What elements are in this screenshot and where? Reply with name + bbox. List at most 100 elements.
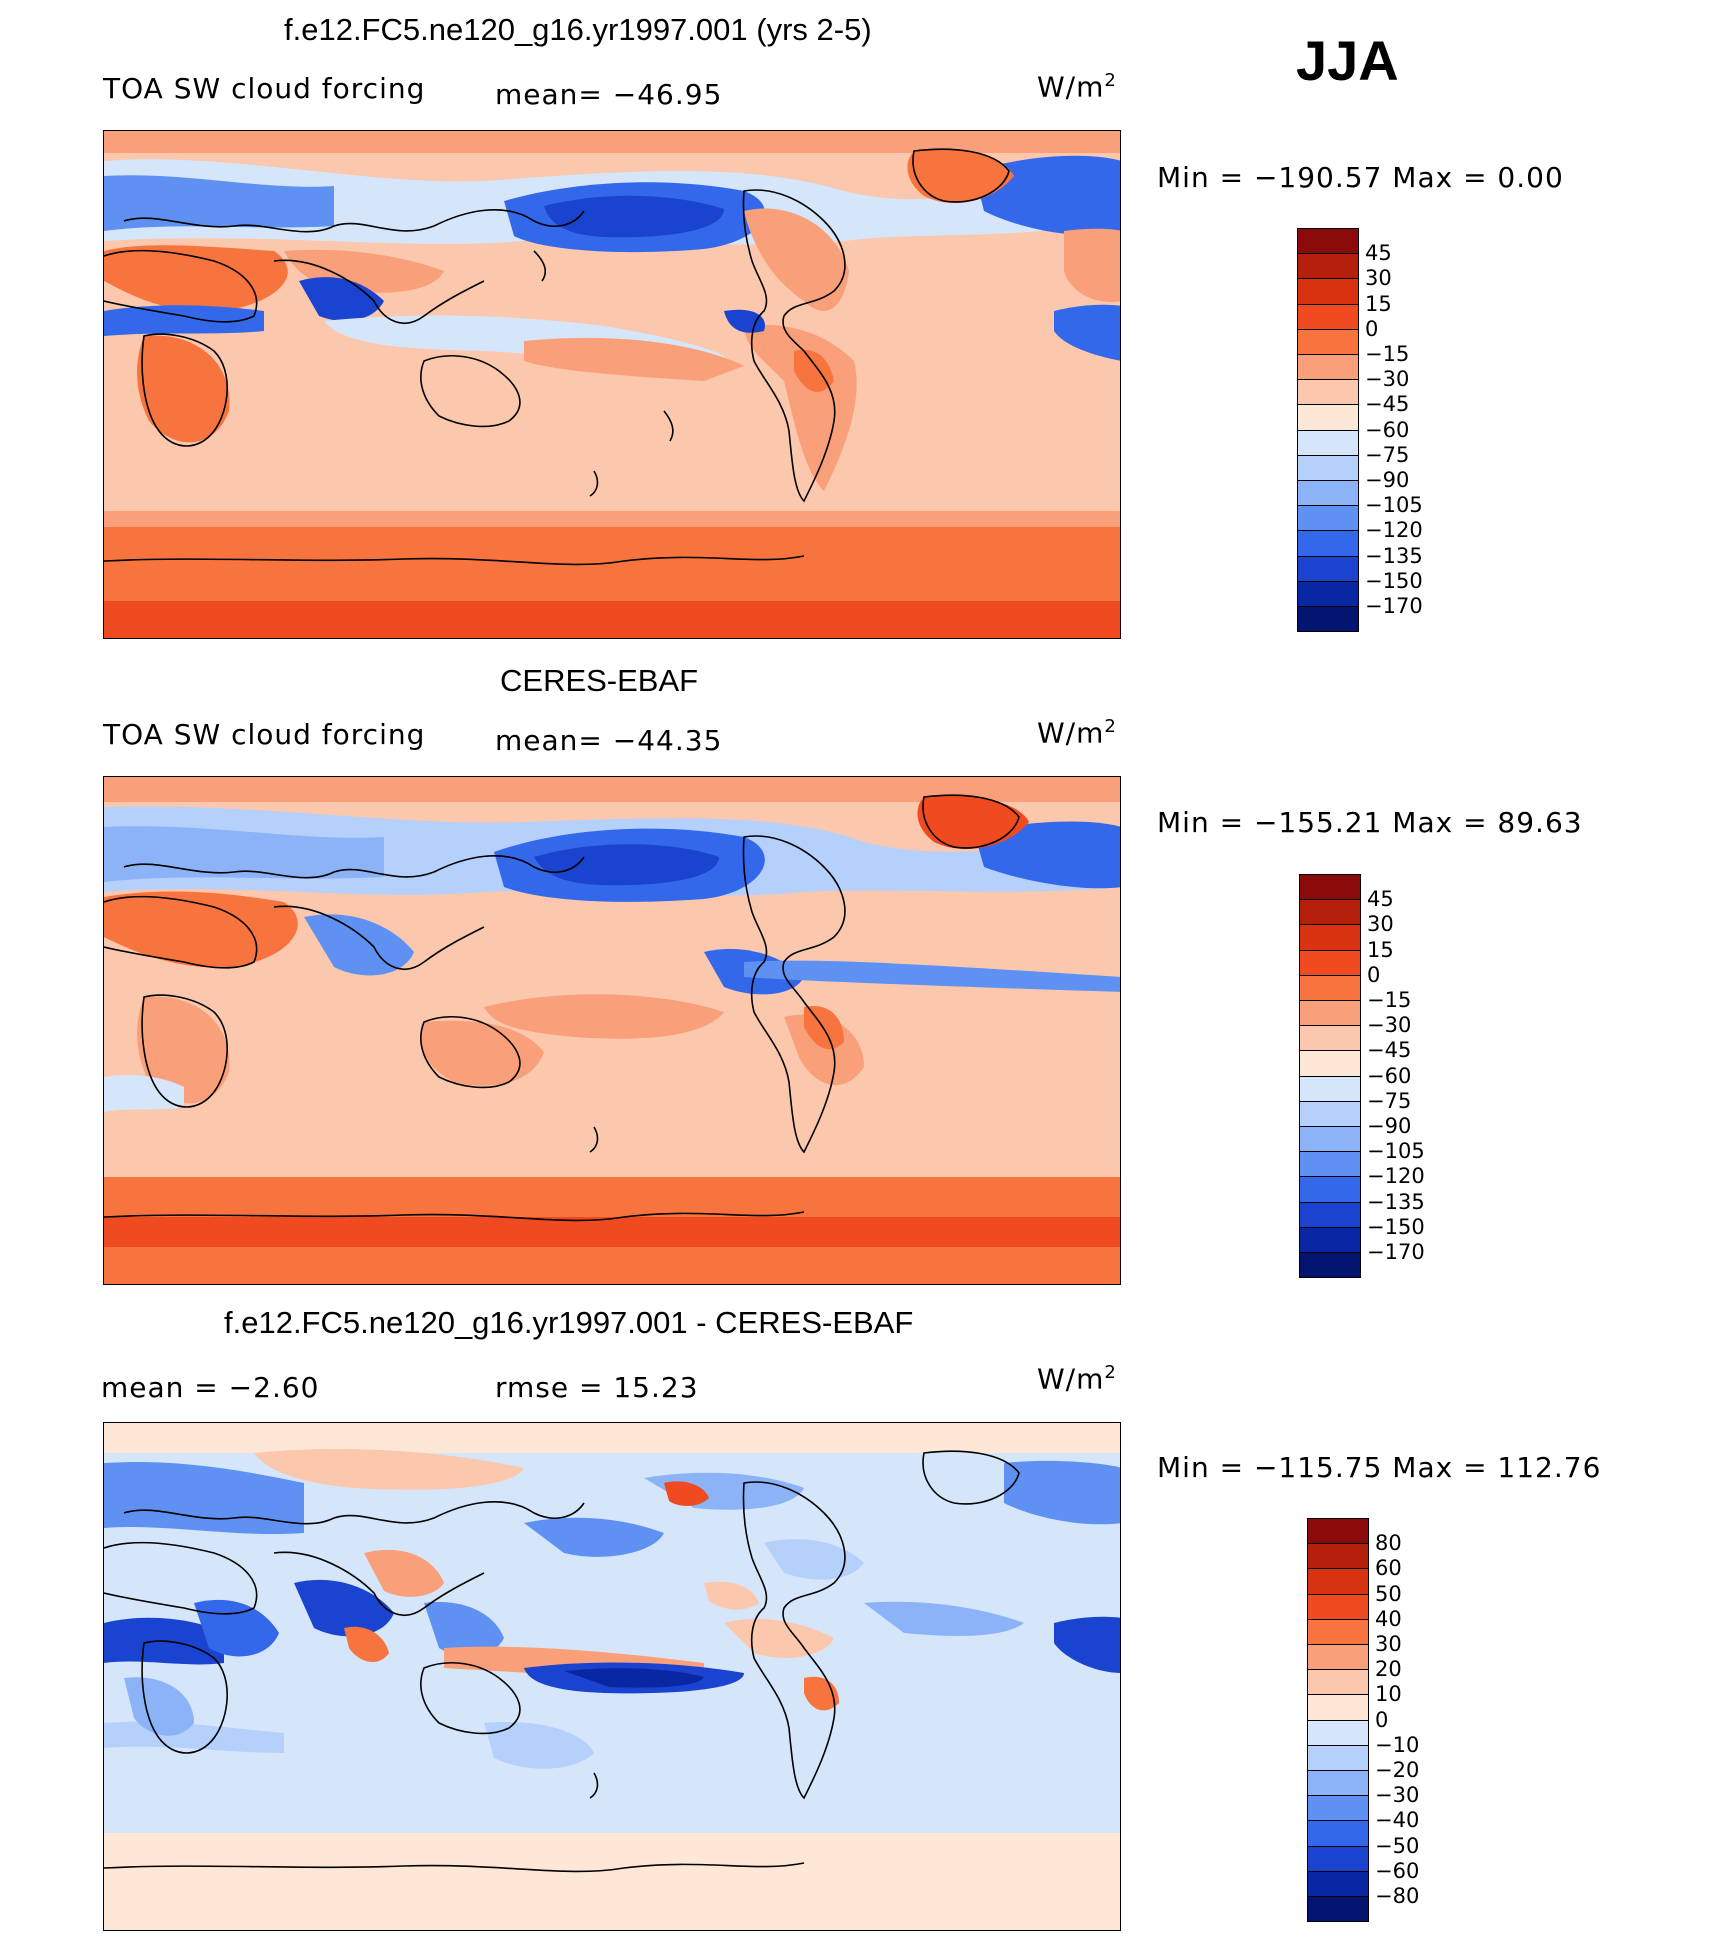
colorbar-swatch [1299, 874, 1361, 901]
colorbar-tick-label: 10 [1375, 1682, 1402, 1707]
colorbar-swatch [1297, 404, 1359, 431]
colorbar-tick-label: −50 [1375, 1833, 1420, 1858]
panel1-title: f.e12.FC5.ne120_g16.yr1997.001 (yrs 2-5) [284, 12, 872, 47]
colorbar-tick-label: −30 [1365, 367, 1410, 392]
panel1-minmax: Min = −190.57 Max = 0.00 [1157, 161, 1564, 194]
colorbar-swatch [1297, 429, 1359, 456]
panel2-stat-label: mean= −44.35 [495, 724, 723, 757]
colorbar-tick-label: 80 [1375, 1531, 1402, 1556]
colorbar-tick-label: −45 [1367, 1038, 1412, 1063]
colorbar-tick-label: 45 [1365, 241, 1392, 266]
colorbar-swatch [1297, 253, 1359, 280]
colorbar-tick-label: 30 [1367, 912, 1394, 937]
colorbar-swatch [1307, 1719, 1369, 1746]
colorbar-swatch [1297, 228, 1359, 255]
colorbar-swatch [1299, 1126, 1361, 1153]
colorbar-swatch [1307, 1820, 1369, 1847]
colorbar-swatch [1299, 1025, 1361, 1052]
panel3-stat-label: rmse = 15.23 [495, 1371, 699, 1404]
colorbar-swatch [1299, 924, 1361, 951]
colorbar-tick-label: −60 [1375, 1858, 1420, 1883]
colorbar-swatch [1299, 1176, 1361, 1203]
colorbar-swatch [1297, 454, 1359, 481]
colorbar-swatch [1299, 1201, 1361, 1228]
panel1-map [103, 130, 1121, 639]
colorbar-tick-label: 45 [1367, 887, 1394, 912]
colorbar-tick-label: −170 [1365, 594, 1423, 618]
colorbar-tick-label: 30 [1365, 266, 1392, 291]
colorbar-tick-label: −150 [1365, 568, 1423, 593]
colorbar-tick-label: 20 [1375, 1657, 1402, 1682]
panel3-left-label: mean = −2.60 [101, 1371, 320, 1404]
colorbar-tick-label: −150 [1367, 1214, 1425, 1239]
colorbar-swatch [1297, 580, 1359, 607]
colorbar-swatch [1307, 1870, 1369, 1897]
colorbar-swatch [1307, 1518, 1369, 1545]
colorbar-swatch [1299, 1075, 1361, 1102]
panel1-left-label: TOA SW cloud forcing [103, 72, 426, 105]
colorbar-tick-label: −170 [1367, 1240, 1425, 1264]
colorbar-tick-label: 40 [1375, 1606, 1402, 1631]
colorbar-swatch [1297, 606, 1359, 633]
colorbar-tick-label: −20 [1375, 1758, 1420, 1782]
colorbar-swatch [1307, 1618, 1369, 1645]
colorbar-tick-label: −60 [1367, 1063, 1412, 1088]
colorbar-swatch [1307, 1694, 1369, 1721]
colorbar-swatch [1307, 1896, 1369, 1923]
colorbar-tick-label: 0 [1365, 316, 1379, 341]
colorbar-tick-label: −105 [1367, 1139, 1425, 1164]
colorbar-swatch [1299, 1100, 1361, 1127]
colorbar-tick-label: −30 [1375, 1783, 1420, 1808]
colorbar-swatch [1307, 1568, 1369, 1595]
colorbar-swatch [1299, 1050, 1361, 1077]
panel3-minmax: Min = −115.75 Max = 112.76 [1157, 1451, 1602, 1484]
panel2-title: CERES-EBAF [500, 663, 699, 698]
colorbar-tick-label: 15 [1365, 291, 1392, 316]
colorbar-swatch [1297, 530, 1359, 557]
colorbar-tick-label: 50 [1375, 1581, 1402, 1606]
colorbar-swatch [1307, 1644, 1369, 1671]
colorbar-swatch [1297, 505, 1359, 532]
colorbar-swatch [1299, 899, 1361, 926]
panel2-map [103, 776, 1121, 1285]
colorbar-tick-label: −135 [1365, 543, 1423, 568]
panel1-stat-label: mean= −46.95 [495, 78, 723, 111]
colorbar-swatch [1307, 1669, 1369, 1696]
colorbar-tick-label: −15 [1365, 342, 1410, 366]
colorbar-swatch [1297, 480, 1359, 507]
colorbar-tick-label: −75 [1367, 1088, 1412, 1113]
colorbar-swatch [1307, 1744, 1369, 1771]
colorbar-swatch [1307, 1845, 1369, 1872]
colorbar-tick-label: −105 [1365, 493, 1423, 518]
colorbar-tick-label: −90 [1367, 1114, 1412, 1138]
panel3-title: f.e12.FC5.ne120_g16.yr1997.001 - CERES-E… [224, 1305, 914, 1340]
panel2-minmax: Min = −155.21 Max = 89.63 [1157, 806, 1583, 839]
colorbar-swatch [1299, 974, 1361, 1001]
colorbar-swatch [1307, 1593, 1369, 1620]
colorbar-tick-label: 0 [1367, 962, 1381, 987]
colorbar-swatch [1307, 1795, 1369, 1822]
panel1-units: W/m2 [1037, 70, 1117, 104]
colorbar-tick-label: −30 [1367, 1013, 1412, 1038]
colorbar-tick-label: −40 [1375, 1808, 1420, 1833]
colorbar-tick-label: 60 [1375, 1556, 1402, 1581]
colorbar-tick-label: −10 [1375, 1732, 1420, 1757]
panel2-units: W/m2 [1037, 716, 1117, 750]
colorbar-tick-label: −90 [1365, 468, 1410, 492]
colorbar-swatch [1299, 949, 1361, 976]
colorbar-tick-label: −120 [1367, 1164, 1425, 1189]
colorbar-swatch [1299, 1151, 1361, 1178]
panel2-left-label: TOA SW cloud forcing [103, 718, 426, 751]
colorbar-swatch [1297, 379, 1359, 406]
colorbar-swatch [1299, 1000, 1361, 1027]
colorbar-tick-label: −15 [1367, 988, 1412, 1012]
panel3-units: W/m2 [1037, 1362, 1117, 1396]
colorbar-swatch [1297, 328, 1359, 355]
colorbar-tick-label: −75 [1365, 442, 1410, 467]
colorbar-tick-label: −45 [1365, 392, 1410, 417]
colorbar-swatch [1297, 303, 1359, 330]
colorbar-tick-label: 30 [1375, 1632, 1402, 1656]
colorbar-tick-label: 0 [1375, 1707, 1389, 1732]
colorbar-tick-label: −120 [1365, 518, 1423, 543]
colorbar-swatch [1299, 1252, 1361, 1279]
